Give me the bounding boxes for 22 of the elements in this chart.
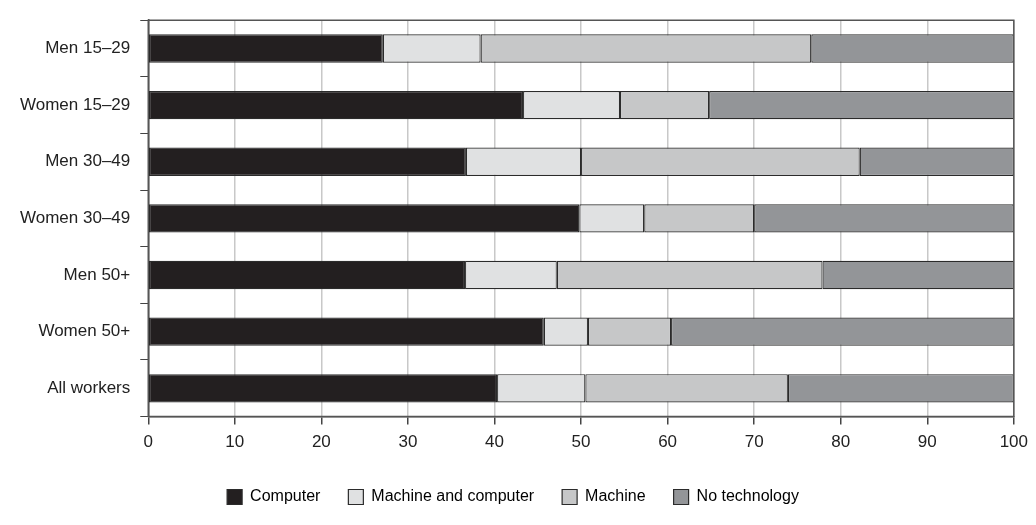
x-tick-label: 60 [658,432,678,452]
y-tick-label: Women 50+ [38,321,131,341]
y-tick-label: All workers [47,377,131,397]
y-tick-label: Women 30–49 [19,208,131,228]
x-tick-label: 40 [485,432,504,452]
y-tick-label: Men 30–49 [45,151,131,171]
x-tick-label: 80 [831,432,851,452]
y-tick-label: Men 15–29 [45,38,131,58]
legend-label: Machine and computer [371,487,535,505]
x-tick-label: 50 [571,432,591,452]
x-tick-label: 10 [225,432,245,452]
x-tick-label: 90 [917,432,937,452]
y-tick-label: Women 15–29 [19,94,131,114]
x-tick-label: 0 [143,432,153,452]
legend-label: Computer [250,487,322,505]
x-tick-label: 100 [999,432,1029,452]
y-tick-label: Men 50+ [63,264,131,284]
x-tick-label: 30 [398,432,418,452]
legend-label: Machine [585,487,646,505]
legend-label: No technology [696,487,799,505]
x-tick-label: 70 [744,432,764,452]
x-tick-label: 20 [311,432,331,452]
